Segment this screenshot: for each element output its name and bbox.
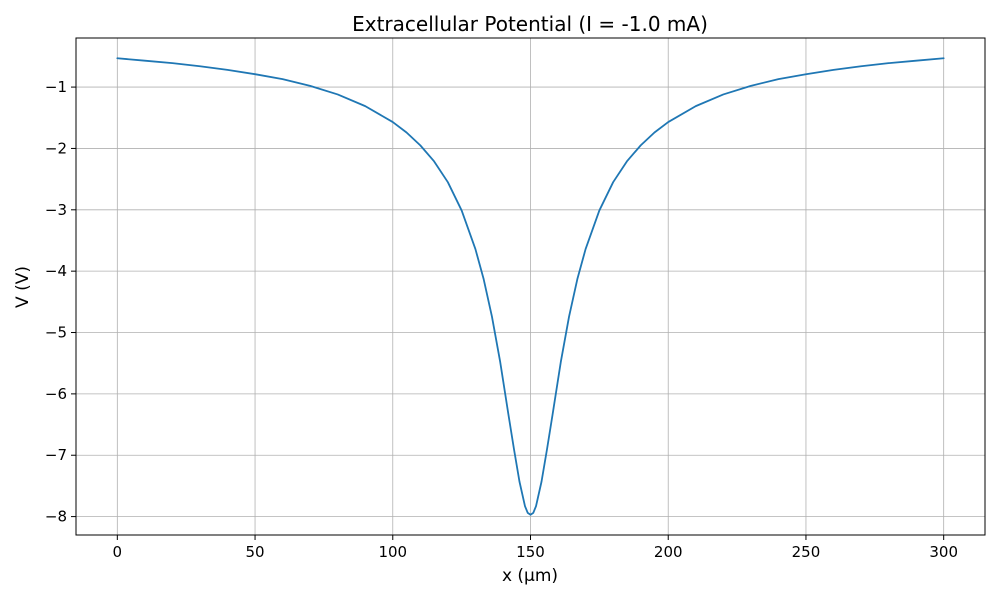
x-tick-label: 250 (792, 543, 821, 561)
y-tick-label: −6 (45, 385, 67, 403)
grid-lines (76, 38, 985, 535)
y-tick-label: −2 (45, 139, 67, 157)
y-tick-label: −1 (45, 78, 67, 96)
x-axis-label: x (µm) (502, 566, 558, 586)
x-tick-label: 300 (929, 543, 958, 561)
x-tick-label: 150 (516, 543, 545, 561)
y-tick-label: −7 (45, 446, 67, 464)
y-tick-label: −5 (45, 324, 67, 342)
chart-title: Extracellular Potential (I = -1.0 mA) (352, 12, 708, 36)
y-axis-label: V (V) (13, 266, 33, 308)
series-line-0 (116, 57, 945, 516)
x-axis-ticks: 0 50 100 150 200 250 300 (113, 535, 958, 561)
x-tick-label: 50 (245, 543, 264, 561)
x-tick-label: 0 (113, 543, 123, 561)
x-tick-label: 200 (654, 543, 683, 561)
data-series (116, 57, 945, 516)
y-tick-label: −4 (45, 262, 67, 280)
y-tick-label: −8 (45, 508, 67, 526)
y-tick-label: −3 (45, 201, 67, 219)
x-tick-label: 100 (378, 543, 407, 561)
y-axis-ticks: −1 −2 −3 −4 −5 −6 −7 −8 (45, 78, 76, 526)
